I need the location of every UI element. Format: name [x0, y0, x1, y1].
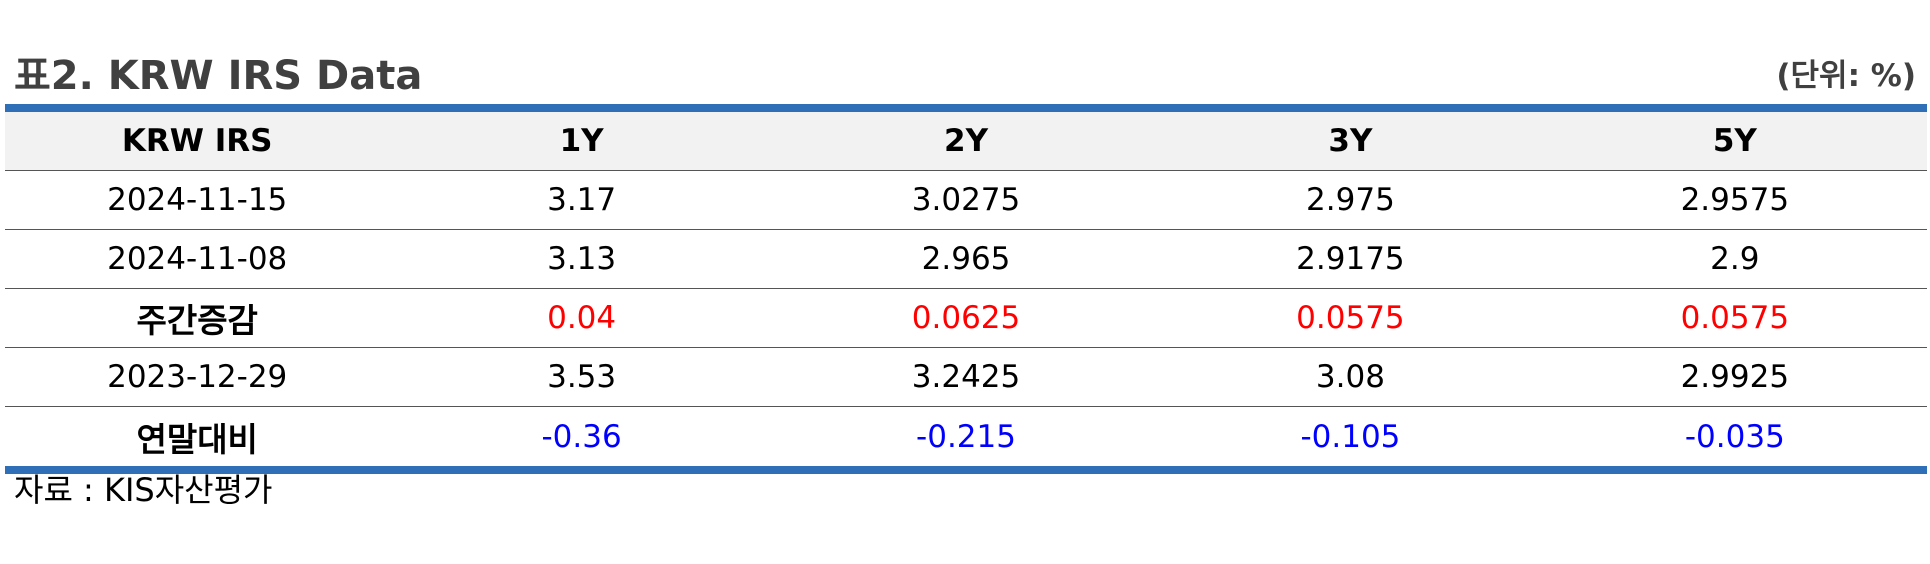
- cell-2y: 0.0625: [911, 300, 1021, 336]
- cell-5y: 2.9925: [1680, 359, 1790, 395]
- page-title: 표2. KRW IRS Data: [14, 53, 423, 99]
- cell-3y: 2.9175: [1296, 241, 1405, 277]
- table-row: 2024-11-15 3.17 3.0275 2.975 2.9575: [5, 171, 1927, 230]
- row-label: 2023-12-29: [107, 359, 288, 395]
- irs-data-table: KRW IRS 1Y 2Y 3Y 5Y 2024-11-15 3.17 3.02…: [5, 104, 1927, 474]
- table-row: 2024-11-08 3.13 2.965 2.9175 2.9: [5, 230, 1927, 289]
- cell-3y: 0.0575: [1296, 300, 1405, 336]
- cell-1y: 3.53: [547, 359, 617, 395]
- unit-label: (단위: %): [1776, 58, 1916, 94]
- header-cell-1y: 1Y: [559, 123, 604, 159]
- cell-1y: 3.17: [547, 182, 617, 218]
- cell-5y: 2.9: [1710, 241, 1760, 277]
- table-row: 2023-12-29 3.53 3.2425 3.08 2.9925: [5, 348, 1927, 407]
- header-cell-2y: 2Y: [944, 123, 989, 159]
- cell-5y: -0.035: [1684, 418, 1785, 455]
- cell-3y: 3.08: [1315, 359, 1385, 395]
- row-label: 주간증감: [136, 301, 258, 340]
- cell-2y: 3.0275: [911, 182, 1021, 218]
- cell-5y: 2.9575: [1680, 182, 1790, 218]
- row-label: 연말대비: [136, 419, 258, 459]
- table-header-row: KRW IRS 1Y 2Y 3Y 5Y: [5, 112, 1927, 171]
- cell-1y: -0.36: [541, 418, 622, 455]
- row-label: 2024-11-08: [107, 241, 288, 277]
- row-label: 2024-11-15: [107, 182, 288, 218]
- source-note: 자료 : KIS자산평가: [14, 471, 273, 509]
- cell-2y: 2.965: [921, 241, 1011, 277]
- cell-3y: -0.105: [1300, 418, 1401, 455]
- header-cell-5y: 5Y: [1712, 123, 1757, 159]
- cell-1y: 3.13: [547, 241, 617, 277]
- cell-5y: 0.0575: [1680, 300, 1790, 336]
- header-cell-label: KRW IRS: [121, 123, 273, 159]
- table-row-weekly-change: 주간증감 0.04 0.0625 0.0575 0.0575: [5, 289, 1927, 348]
- cell-2y: -0.215: [916, 418, 1016, 455]
- header-cell-3y: 3Y: [1328, 123, 1373, 159]
- cell-2y: 3.2425: [911, 359, 1021, 395]
- table-row-ytd-change: 연말대비 -0.36 -0.215 -0.105 -0.035: [5, 407, 1927, 466]
- cell-1y: 0.04: [547, 300, 617, 336]
- cell-3y: 2.975: [1306, 182, 1395, 218]
